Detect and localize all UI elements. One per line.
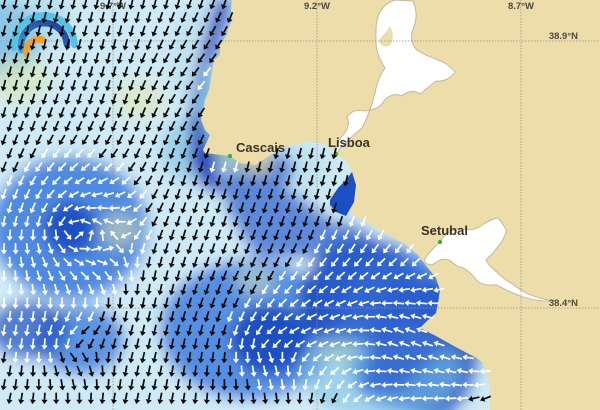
svg-text:9.2°W: 9.2°W: [304, 1, 330, 12]
svg-text:Cascais: Cascais: [236, 140, 285, 155]
svg-text:Setubal: Setubal: [421, 223, 468, 238]
svg-text:8.7°W: 8.7°W: [508, 1, 534, 12]
svg-text:Lisboa: Lisboa: [328, 135, 371, 150]
svg-text:38.9°N: 38.9°N: [549, 31, 578, 42]
svg-text:38.4°N: 38.4°N: [549, 298, 578, 309]
